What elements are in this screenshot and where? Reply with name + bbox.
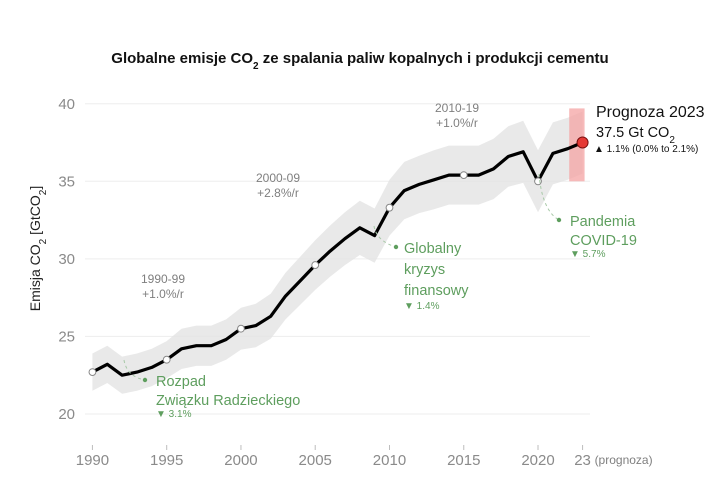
period-label: 2000-09: [256, 171, 300, 185]
period-rate: +2.8%/r: [257, 186, 299, 200]
projection-label: Prognoza 2023: [596, 104, 705, 121]
data-point: [269, 315, 272, 318]
data-point: [311, 261, 320, 269]
period-label: 2010-19: [435, 101, 479, 115]
data-point: [284, 294, 287, 298]
data-point: [432, 178, 436, 181]
projection-value: 37.5 Gt CO2: [596, 125, 675, 146]
data-point: [477, 173, 480, 177]
data-point: [358, 226, 361, 230]
x-tick-label: 2020: [521, 452, 554, 469]
data-point: [385, 203, 394, 212]
y-tick-label: 35: [58, 173, 75, 190]
data-point: [459, 171, 468, 180]
period-label: 1990-99: [141, 272, 185, 286]
data-point: [566, 147, 569, 150]
data-point: [135, 370, 139, 374]
x-axis-suffix: (prognoza): [595, 453, 653, 467]
data-point: [180, 347, 183, 351]
event-label: Związku Radzieckiego: [156, 393, 300, 409]
projection-point: [576, 136, 589, 149]
y-axis-label: Emisja CO2 [GtCO2]: [27, 186, 49, 311]
data-point: [150, 366, 154, 369]
event-change: ▼ 3.1%: [156, 409, 192, 420]
event-dot: [393, 244, 399, 250]
x-tick-label: 2010: [373, 452, 406, 469]
y-tick-label: 30: [58, 251, 75, 268]
y-tick-label: 25: [58, 328, 75, 345]
data-point: [224, 338, 228, 341]
data-point: [299, 279, 302, 282]
data-point: [120, 374, 124, 377]
event-change: ▼ 1.4%: [404, 301, 440, 312]
y-tick-label: 20: [58, 406, 75, 423]
x-tick-label: 1995: [150, 452, 183, 469]
data-point: [534, 177, 542, 186]
data-point: [210, 344, 213, 347]
data-point: [328, 249, 332, 253]
event-label: Globalny: [404, 241, 462, 257]
event-label: kryzys: [404, 262, 445, 278]
period-rate: +1.0%/r: [436, 116, 478, 130]
data-point: [237, 324, 245, 333]
event-dot: [142, 377, 148, 383]
data-point: [492, 167, 495, 171]
event-leader: [373, 225, 397, 248]
event-label: finansowy: [404, 283, 469, 299]
data-point: [447, 173, 451, 177]
x-tick-label: 2015: [447, 452, 480, 469]
x-tick-label: 1990: [76, 452, 109, 469]
x-tick-label: 2005: [299, 452, 332, 469]
projection-change: ▲ 1.1% (0.0% to 2.1%): [594, 144, 698, 155]
event-leader: [538, 173, 560, 221]
event-dot: [556, 217, 562, 223]
event-label: COVID-19: [570, 233, 637, 249]
data-point: [551, 152, 555, 155]
chart-title: Globalne emisje CO2 ze spalania paliw ko…: [111, 50, 608, 72]
data-point: [373, 234, 376, 237]
x-tick-label: 2000: [224, 452, 257, 469]
event-label: Rozpad: [156, 374, 206, 390]
event-change: ▼ 5.7%: [570, 249, 606, 260]
data-point: [106, 363, 109, 366]
event-leader: [123, 359, 146, 381]
period-rate: +1.0%/r: [142, 287, 184, 301]
data-point: [417, 183, 421, 186]
data-point: [403, 189, 406, 192]
data-point: [254, 324, 258, 327]
data-point: [521, 150, 525, 154]
data-point: [162, 355, 171, 364]
event-label: Pandemia: [570, 214, 636, 230]
emissions-series-line: [91, 141, 584, 377]
uncertainty-band: [92, 111, 583, 394]
data-point: [195, 344, 198, 347]
data-point: [507, 155, 510, 158]
x-tick-label: 23: [574, 452, 591, 469]
y-tick-label: 40: [58, 96, 75, 113]
data-point: [88, 368, 97, 376]
data-point: [343, 237, 347, 240]
